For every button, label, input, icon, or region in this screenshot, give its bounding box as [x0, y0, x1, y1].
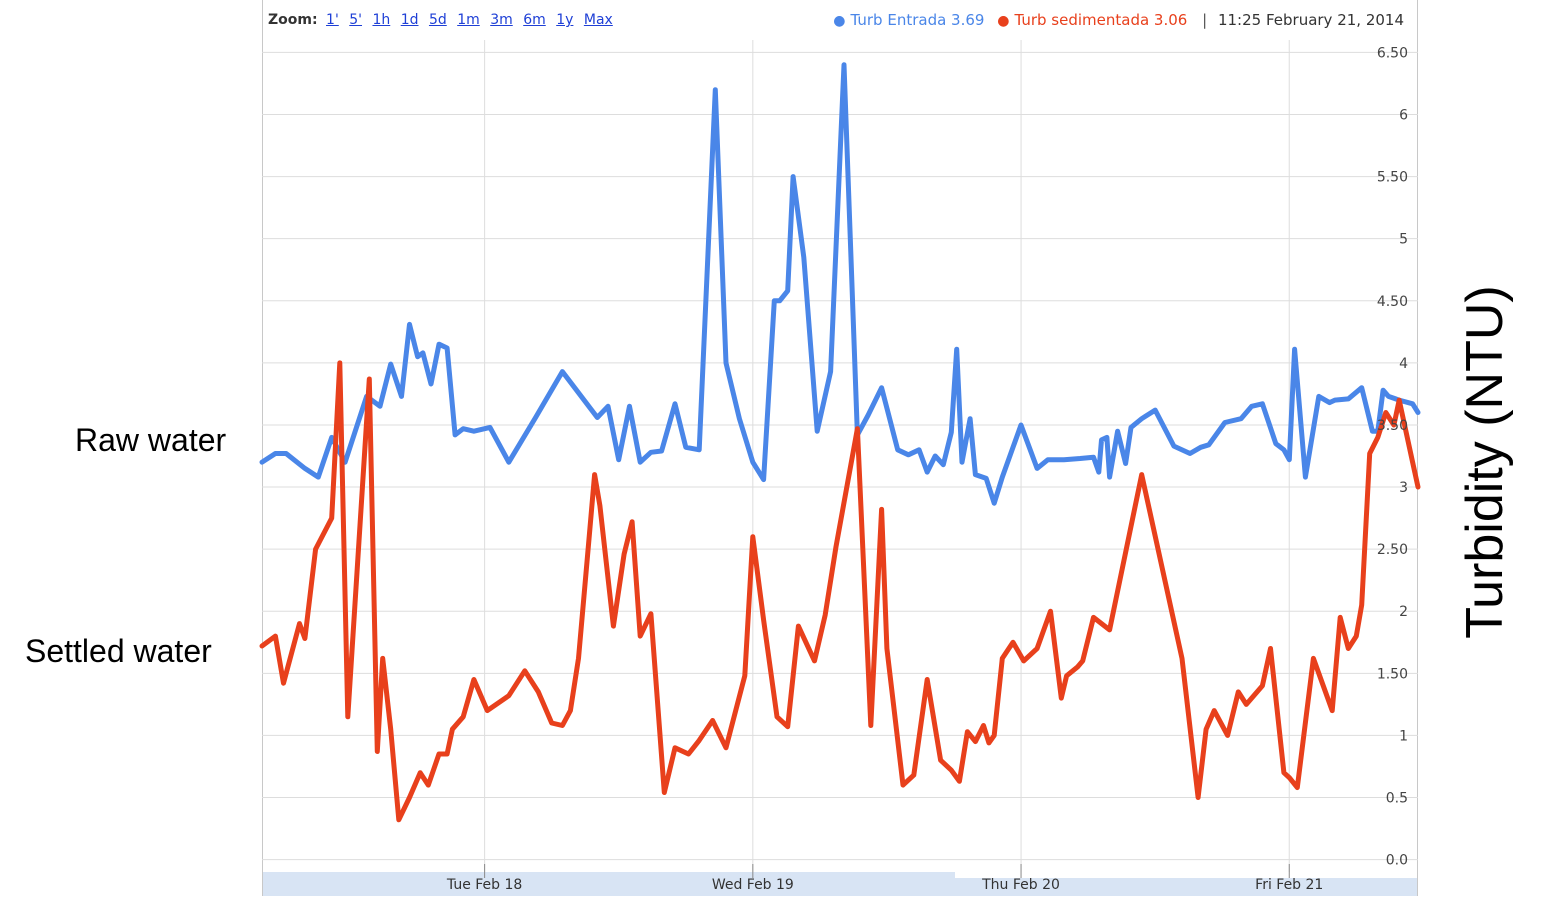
x-tick-label: Wed Feb 19	[712, 877, 794, 893]
x-tick-labels: Tue Feb 18 Wed Feb 19 Thu Feb 20 Fri Feb 21	[446, 877, 1323, 893]
y-tick-label: 2	[1399, 604, 1408, 620]
legend-timestamp: 11:25 February 21, 2014	[1217, 11, 1404, 29]
legend-separator: |	[1202, 11, 1208, 29]
chart-header: Zoom: 1' 5' 1h 1d 5d 1m 3m 6m 1y Max ● Tu…	[262, 0, 1418, 40]
zoom-option-1min[interactable]: 1'	[326, 12, 339, 28]
y-tick-label: 3	[1399, 480, 1408, 496]
zoom-option-6m[interactable]: 6m	[523, 12, 546, 28]
raw-water-label: Raw water	[75, 422, 227, 458]
zoom-label: Zoom:	[268, 12, 318, 28]
zoom-option-1h[interactable]: 1h	[372, 12, 391, 28]
y-tick-label: 1.50	[1377, 666, 1408, 682]
x-tick-label: Thu Feb 20	[981, 877, 1060, 893]
y-tick-label: 6	[1399, 108, 1408, 124]
series-layer	[259, 62, 1421, 823]
chart-frame	[262, 0, 1418, 896]
y-tick-labels: 0.0 0.5 1 1.50 2 2.50 3 3.50 4 4.50 5 5.50 6 6.50	[1377, 45, 1408, 868]
series-line-settled-water	[259, 360, 1421, 823]
navigator-range-gap	[955, 872, 1417, 878]
zoom-bar: Zoom: 1' 5' 1h 1d 5d 1m 3m 6m 1y Max	[268, 12, 619, 28]
legend: ● Turb Entrada 3.69 ● Turb sedimentada 3.0…	[833, 11, 1404, 29]
y-tick-label: 5.50	[1377, 170, 1408, 186]
y-tick-label: 6.50	[1377, 45, 1408, 61]
y-axis-title: Turbidity (NTU)	[1456, 285, 1514, 639]
zoom-option-1y[interactable]: 1y	[556, 12, 574, 28]
series-line-raw-water	[259, 62, 1421, 506]
legend-entry-settled: Turb sedimentada 3.06	[1014, 11, 1188, 29]
zoom-option-1m[interactable]: 1m	[457, 12, 480, 28]
y-tick-label: 0.5	[1386, 790, 1408, 806]
zoom-option-3m[interactable]: 3m	[490, 12, 513, 28]
x-tick-label: Fri Feb 21	[1255, 877, 1323, 893]
legend-entry-raw: Turb Entrada 3.69	[850, 11, 985, 29]
y-tick-label: 1	[1399, 728, 1408, 744]
y-tick-label: 0.0	[1386, 853, 1408, 869]
zoom-option-5min[interactable]: 5'	[349, 12, 363, 28]
zoom-option-1d[interactable]: 1d	[400, 12, 419, 28]
x-tick-label: Tue Feb 18	[446, 877, 522, 893]
y-tick-label: 4.50	[1377, 294, 1408, 310]
x-axis-navigator-band[interactable]	[263, 872, 1417, 896]
settled-water-label: Settled water	[25, 633, 212, 669]
legend-dot-raw: ●	[833, 13, 846, 29]
zoom-option-max[interactable]: Max	[583, 12, 613, 28]
y-tick-label: 4	[1399, 356, 1408, 372]
y-tick-label: 5	[1399, 232, 1408, 248]
zoom-option-5d[interactable]: 5d	[428, 12, 447, 28]
legend-dot-settled: ●	[997, 13, 1010, 29]
y-tick-label: 2.50	[1377, 542, 1408, 558]
y-tick-label: 3.50	[1377, 418, 1408, 434]
